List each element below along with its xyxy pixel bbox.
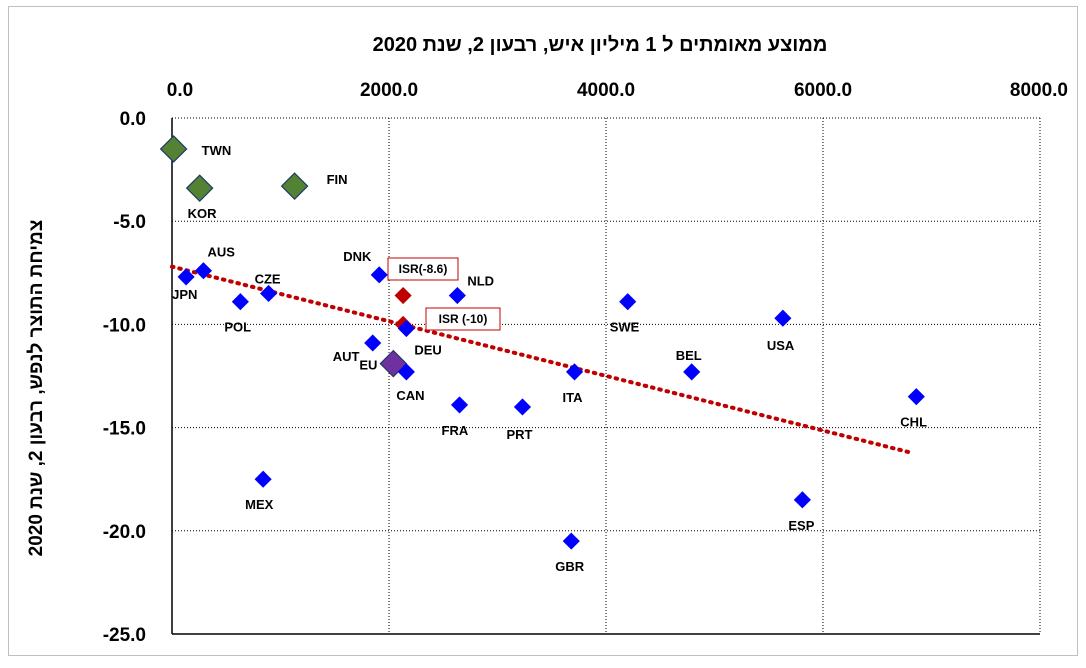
data-point-prt: [513, 398, 532, 416]
x-tick-label: 4000.0: [577, 80, 635, 101]
chart-title: ממוצע מאומתים ל 1 מיליון איש, רבעון 2, ש…: [372, 34, 828, 56]
data-point-swe: [619, 293, 637, 311]
data-point-kor: [185, 174, 214, 203]
axis-ticks: 0.0 2000.0 4000.0 6000.0 8000.0 0.0 -5.0 -10.0 -…: [103, 80, 1068, 646]
y-tick-label: 0.0: [120, 109, 146, 130]
callout-box: [425, 307, 501, 331]
y-tick-label: -5.0: [113, 212, 146, 233]
point-label: EU: [359, 358, 377, 373]
point-label: AUT: [333, 349, 360, 364]
data-point-chl: [907, 388, 925, 406]
callout-label: ISR(-8.6): [399, 262, 448, 276]
data-point-can: [397, 363, 415, 381]
point-label: USA: [767, 338, 795, 353]
data-point-ita: [565, 363, 584, 381]
point-label: MEX: [245, 497, 274, 512]
chart-frame: [8, 6, 1078, 656]
data-point-deu: [397, 319, 415, 338]
point-label: TWN: [202, 143, 232, 158]
point-labels: TWN KOR FIN AUS JPN CZE POL DNK ISR(-8.6) ISR (-1…: [172, 143, 927, 574]
point-label: CHL: [900, 415, 927, 430]
point-label: PRT: [506, 427, 532, 442]
data-point-isr-8-6: [394, 286, 412, 305]
trendline: [170, 264, 912, 455]
point-label: GBR: [555, 559, 585, 574]
x-tick-label: 8000.0: [1010, 80, 1068, 101]
data-point-esp: [793, 491, 811, 509]
point-label: SWE: [610, 320, 640, 335]
y-tick-label: -25.0: [103, 625, 146, 646]
point-label: NLD: [467, 274, 494, 289]
point-label: DEU: [414, 343, 441, 358]
x-tick-label: 2000.0: [360, 80, 418, 101]
data-point-fin: [280, 172, 309, 200]
data-point-gbr: [562, 532, 580, 550]
point-label: ESP: [788, 518, 814, 533]
callout-label: ISR (-10): [439, 312, 488, 326]
callout-box: [387, 257, 459, 281]
data-point-bel: [683, 363, 701, 381]
data-point-mex: [254, 470, 272, 488]
data-point-aus: [194, 262, 213, 280]
y-tick-label: -15.0: [103, 419, 146, 440]
data-point-fra: [450, 396, 469, 414]
data-point-dnk: [370, 266, 388, 284]
trendline-layer: [170, 264, 912, 455]
data-point-nld: [448, 286, 466, 305]
data-point-pol: [231, 293, 249, 311]
point-label: CAN: [396, 388, 424, 403]
x-tick-label: 0.0: [167, 80, 193, 101]
point-label: AUS: [207, 245, 235, 260]
data-point-jpn: [177, 268, 195, 286]
data-points: [159, 135, 925, 550]
point-label: DNK: [343, 249, 372, 264]
grid: [171, 117, 1041, 635]
point-label: KOR: [188, 206, 218, 221]
point-label: FIN: [327, 172, 348, 187]
point-label: CZE: [255, 271, 281, 286]
data-point-cze: [259, 284, 278, 303]
point-label: JPN: [172, 287, 197, 302]
x-tick-label: 6000.0: [794, 80, 852, 101]
y-axis-label: צמיחת התוצר לנפש, רבעון 2, שנת 2020: [26, 219, 47, 557]
data-point-usa: [774, 309, 792, 327]
point-label: ITA: [563, 390, 584, 405]
y-tick-label: -20.0: [103, 522, 146, 543]
point-label: FRA: [442, 423, 469, 438]
point-label: POL: [224, 320, 251, 335]
point-label: BEL: [676, 348, 702, 363]
data-point-twn: [159, 135, 188, 163]
y-tick-label: -10.0: [103, 315, 146, 336]
data-point-aut: [364, 334, 382, 352]
